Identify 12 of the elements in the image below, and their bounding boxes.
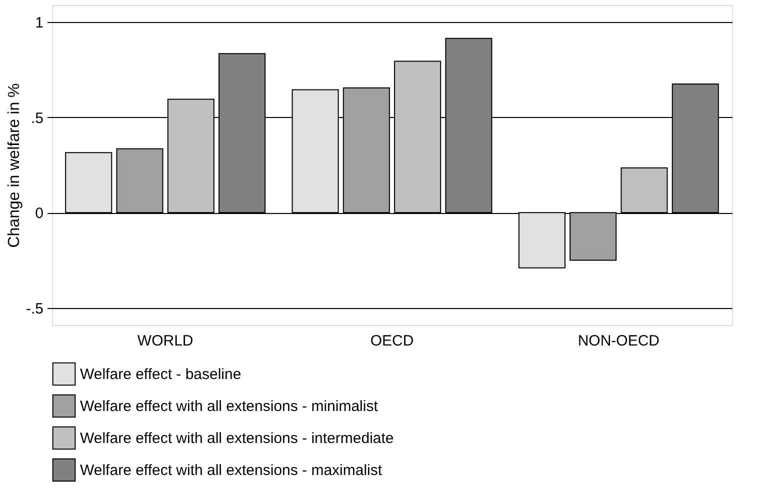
x-tick-label: OECD <box>370 332 414 350</box>
y-tick-label: 1 <box>35 14 44 32</box>
legend-label: Welfare effect with all extensions - intermediate <box>80 430 394 447</box>
x-tick-label: WORLD <box>137 332 194 350</box>
x-tick-label: NON-OECD <box>578 332 660 350</box>
y-tick-label: .5 <box>30 110 44 127</box>
y-tick-label: -.5 <box>26 300 44 318</box>
legend-label: Welfare effect with all extensions - minimalist <box>80 398 379 415</box>
legend-label: Welfare effect with all extensions - maximalist <box>80 462 383 479</box>
y-axis-title: Change in welfare in % <box>6 83 23 248</box>
legend-label: Welfare effect - baseline <box>80 366 242 383</box>
y-tick-label: 0 <box>35 205 44 222</box>
